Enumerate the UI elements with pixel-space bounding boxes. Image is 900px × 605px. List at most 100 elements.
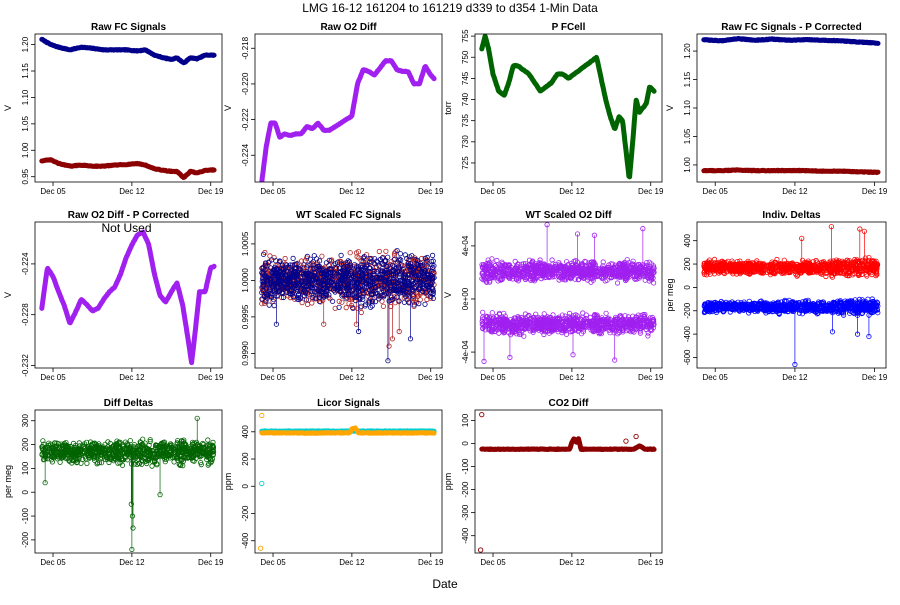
figure-title: LMG 16-12 161204 to 161219 d339 to d354 … [302,1,598,15]
data-point [381,304,385,308]
y-tick-label: -4e-04 [461,340,470,364]
x-tick-label: Dec 05 [260,373,286,382]
panel-title: Raw FC Signals - P Corrected [721,22,861,33]
data-point [314,257,318,261]
panel-title: Indiv. Deltas [762,210,821,221]
series-delta-1 [702,224,880,279]
y-tick-label: 0e+00 [461,287,470,310]
plot-area [42,232,214,363]
x-tick-label: Dec 05 [480,187,506,196]
y-tick-label: 735 [461,113,470,127]
y-tick-label: 1.20 [683,43,692,59]
data-point [291,256,295,260]
series-delta-2 [702,297,880,367]
panel-title: Raw O2 Diff - P Corrected [68,210,190,221]
series-line [704,170,878,173]
plot-area [262,61,434,183]
panel-annotation: Not Used [101,221,151,235]
data-point [651,281,655,285]
figure-xlabel: Date [432,577,458,591]
data-point [320,254,324,258]
series-O2-corr [42,232,214,363]
series-line [262,61,434,183]
data-point [272,303,276,307]
x-tick-label: Dec 05 [40,187,66,196]
y-tick-label: -0.222 [241,108,250,131]
plot-frame [697,34,886,182]
plot-area [702,224,880,366]
series-FC1 [42,39,214,62]
y-axis-label: torr [443,101,453,115]
plot-area [480,222,657,363]
series-line [42,160,214,178]
plot-area [42,39,214,177]
data-point [615,281,619,285]
y-tick-label: 1.20 [21,36,30,52]
y-axis-label: V [223,105,233,111]
plot-frame [475,222,662,368]
y-tick-label: -0.228 [21,303,30,326]
plot-area [704,38,878,172]
series-FC1-corr [704,38,878,43]
data-point [312,254,316,258]
data-point [377,249,381,253]
y-tick-label: 1.10 [21,89,30,105]
x-tick-label: Dec 12 [782,187,808,196]
data-point [339,253,343,257]
x-tick-label: Dec 05 [703,187,729,196]
data-point [481,310,485,314]
x-tick-label: Dec 05 [260,187,286,196]
data-point [430,253,434,257]
series-line [482,36,654,177]
y-tick-label: 1.0005 [241,231,250,256]
panel-title: Raw FC Signals [91,22,166,33]
data-point [330,299,334,303]
data-point [340,300,344,304]
plot-area [260,248,437,362]
y-tick-label: 1.0000 [241,268,250,293]
x-tick-label: Dec 12 [339,373,365,382]
y-tick-label: 1.00 [21,142,30,158]
x-tick-label: Dec 19 [198,373,224,382]
series-FC2-corr [704,170,878,173]
data-point [490,311,494,315]
y-tick-label: 750 [461,50,470,64]
y-tick-label: -0.218 [241,36,250,59]
series-O2-upper [480,222,657,285]
y-tick-label: 1.05 [21,116,30,132]
y-tick-label: 0.9995 [241,304,250,329]
y-axis-label: V [3,292,13,298]
y-tick-label: -0.220 [241,72,250,95]
x-tick-label: Dec 12 [559,187,585,196]
x-tick-label: Dec 19 [418,373,444,382]
y-tick-label: -0.224 [241,143,250,166]
data-point [386,255,390,259]
data-point [384,249,388,253]
data-point [604,311,608,315]
x-tick-label: Dec 05 [480,373,506,382]
panel-title: WT Scaled FC Signals [296,210,401,221]
panel-title: WT Scaled O2 Diff [525,210,612,221]
plot-frame [255,34,442,182]
x-tick-label: Dec 12 [119,187,145,196]
data-point [425,297,429,301]
data-point [348,251,352,255]
chart-panel-5: Raw O2 Diff - P Corrected Dec 05 Dec 12 Dec… [3,210,224,382]
y-tick-label: 1.15 [683,71,692,87]
x-tick-label: Dec 12 [119,373,145,382]
data-point [581,311,585,315]
y-tick-label: 755 [461,29,470,43]
chart-panel-4: Raw FC Signals - P Corrected Dec 05 Dec 12… [665,22,888,196]
data-point [267,303,271,307]
y-tick-label: 1.05 [683,128,692,144]
x-tick-label: Dec 05 [40,373,66,382]
y-tick-label: 740 [461,92,470,106]
series-Pressure [482,36,654,177]
data-point [337,299,341,303]
